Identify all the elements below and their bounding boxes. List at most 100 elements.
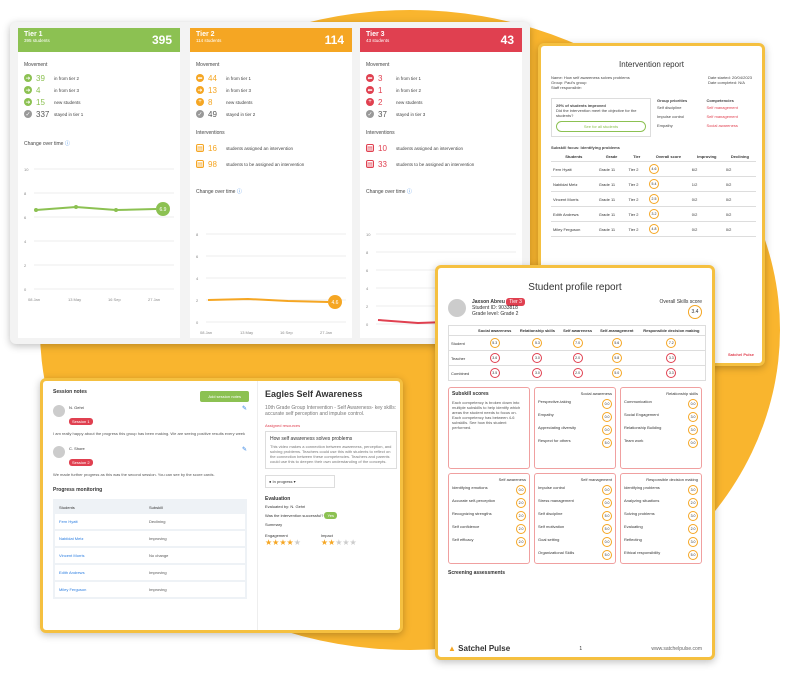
movement-row: ➜ 15 new students (24, 97, 81, 107)
svg-text:0: 0 (366, 322, 369, 327)
svg-text:16 Sep: 16 Sep (280, 330, 293, 335)
svg-text:8: 8 (196, 232, 199, 237)
movement-row: ⬅ 44 in from tier 1 (196, 73, 252, 83)
tier-3-header[interactable]: Tier 3 43 students 43 (360, 28, 522, 52)
intervention-row: ▤ 98 students to be assigned an interventi… (196, 159, 305, 169)
arrow-left-icon: ⬅ (366, 86, 374, 94)
movement-row: ✓ 49 stayed in tier 2 (196, 109, 256, 119)
table-row: Vincent Morris Grade 11 Tier 2 2.5 0/2 0/2 (551, 191, 756, 207)
arrow-right-icon: ➜ (24, 86, 32, 94)
yes-badge: Yes (324, 512, 337, 519)
svg-text:8: 8 (24, 191, 27, 196)
table-row: Fern Hyatt Grade 11 Tier 2 4.6 6/2 0/2 (551, 161, 756, 177)
tier-title: Tier 1 (24, 31, 43, 38)
interventions-label: Interventions (196, 130, 225, 136)
note-item: C. Shore Session 2 ✎ (53, 446, 247, 469)
progress-monitoring-label: Progress monitoring (53, 487, 103, 493)
svg-text:6: 6 (24, 215, 27, 220)
clipboard-icon: ▤ (366, 144, 374, 152)
svg-text:0: 0 (196, 320, 199, 325)
movement-row: ➜ 13 in from tier 3 (196, 85, 252, 95)
subskill-grid: Subskill scores Each competency is broke… (438, 381, 712, 570)
overall-score: 3.4 (688, 305, 702, 319)
svg-text:13 May: 13 May (68, 297, 81, 302)
report-table: Students Grade Tier Overall score Improving D… (551, 152, 756, 237)
svg-text:08 Jan: 08 Jan (200, 330, 212, 335)
report-title: Intervention report (619, 60, 684, 69)
tier-1-header[interactable]: Tier 1 395 students 395 (18, 28, 180, 52)
tier-2-chart: 8 6 4 2 0 08 Jan 13 May 16 Sep 27 Jan 4.6 (196, 232, 346, 335)
brand-logo: ▲ Satchel Pulse (448, 644, 511, 653)
movement-row: +2 new students (360, 96, 522, 108)
svg-text:2: 2 (366, 304, 369, 309)
table-row: Miley Ferguson Grade 11 Tier 2 4.8 0/2 0/2 (551, 221, 756, 237)
svg-text:6.9: 6.9 (160, 207, 167, 213)
intervention-row: ▤ 33 students to be assigned an interventi… (366, 159, 475, 169)
plus-icon: + (366, 98, 374, 106)
clipboard-icon: ▤ (196, 144, 204, 152)
svg-text:4.6: 4.6 (332, 300, 339, 306)
tier-badge: Tier 3 (506, 298, 525, 306)
student-profile-report: Student profile report Jaxson Abreu Tier… (435, 265, 715, 660)
status-select[interactable]: ● In progress ▾ (265, 475, 335, 488)
table-row: Vincent Morris No change (55, 548, 245, 563)
info-icon: ⓘ (236, 189, 242, 195)
arrow-right-icon: ➜ (24, 98, 32, 106)
tier-subtitle: 395 students (24, 38, 50, 43)
add-session-notes-button[interactable]: Add session notes (200, 391, 249, 402)
brand-logo: Satchel Pulse (727, 352, 754, 357)
resource-card[interactable]: How self awareness solves problems This … (265, 431, 397, 469)
see-all-students-button[interactable]: See for all students (556, 121, 646, 132)
table-row: Student 5.3 5.3 7.0 5.6 7.2 (448, 335, 706, 351)
movement-row: ➜ 39 in from tier 2 (24, 73, 80, 83)
intervention-row: ▤ 16 students assigned an intervention (196, 143, 294, 153)
tier-2-header[interactable]: Tier 2 114 students 114 (190, 28, 352, 52)
progress-table: Students Subskill Fern Hyatt Declining Nab… (53, 499, 247, 599)
movement-row: ⬅ 1 in from tier 2 (366, 85, 422, 95)
svg-text:4: 4 (24, 239, 27, 244)
edit-icon[interactable]: ✎ (241, 406, 247, 412)
arrow-left-icon: ⬅ (366, 74, 374, 82)
check-icon: ✓ (366, 110, 374, 118)
scores-table: Social awareness Relationship skills Self … (448, 325, 706, 381)
svg-text:16 Sep: 16 Sep (108, 297, 121, 302)
tier-1-chart: 10 8 6 4 2 0 08 Jan 13 May 16 Sep 27 Jan 6.9 (24, 167, 174, 302)
tier-1-column: Tier 1 395 students 395 Movement ➜ 39 in f… (18, 28, 180, 338)
clipboard-icon: ▤ (196, 160, 204, 168)
svg-text:27 Jan: 27 Jan (320, 330, 332, 335)
movement-label: Movement (24, 62, 48, 68)
svg-text:08 Jan: 08 Jan (28, 297, 40, 302)
svg-text:0: 0 (24, 287, 27, 292)
check-icon: ✓ (24, 110, 32, 118)
arrow-right-icon: ➜ (24, 74, 32, 82)
plus-icon: + (196, 98, 204, 106)
table-row: Edith Andrews Improving (55, 565, 245, 580)
svg-text:27 Jan: 27 Jan (148, 297, 160, 302)
svg-text:13 May: 13 May (240, 330, 253, 335)
arrow-left-icon: ⬅ (196, 74, 204, 82)
movement-row: ➜ 4 in from tier 3 (24, 85, 80, 95)
table-row: Combined 3.5 3.0 2.0 5.0 3.3 (448, 365, 706, 381)
avatar (53, 405, 65, 417)
table-row: Teacher 3.6 3.0 2.0 5.8 3.3 (448, 350, 706, 366)
intervention-row: ▤ 10 students assigned an intervention (366, 143, 464, 153)
edit-icon[interactable]: ✎ (241, 447, 247, 453)
info-icon: ⓘ (406, 189, 412, 195)
svg-text:2: 2 (24, 263, 27, 268)
svg-text:10: 10 (366, 232, 371, 237)
check-icon: ✓ (196, 110, 204, 118)
info-icon: ⓘ (64, 141, 70, 147)
note-item: N. Gehri Session 1 ✎ (53, 405, 247, 428)
movement-row: +8 new students (190, 96, 352, 108)
movement-row: ✓ 337 stayed in tier 1 (24, 109, 84, 119)
avatar (448, 299, 466, 317)
svg-text:8: 8 (366, 250, 369, 255)
tier-count: 395 (151, 33, 172, 47)
svg-text:2: 2 (196, 298, 199, 303)
tier-2-column: Tier 2 114 students 114 Movement ⬅ 44 in f… (190, 28, 352, 338)
impact-stars: ★★★★★ (320, 538, 357, 547)
engagement-stars: ★★★★★ (265, 538, 301, 547)
table-row: Miley Ferguson Improving (55, 582, 245, 597)
svg-text:4: 4 (366, 286, 369, 291)
table-row: Nabiidat Metz Grade 11 Tier 2 5.4 1/2 0/2 (551, 176, 756, 192)
